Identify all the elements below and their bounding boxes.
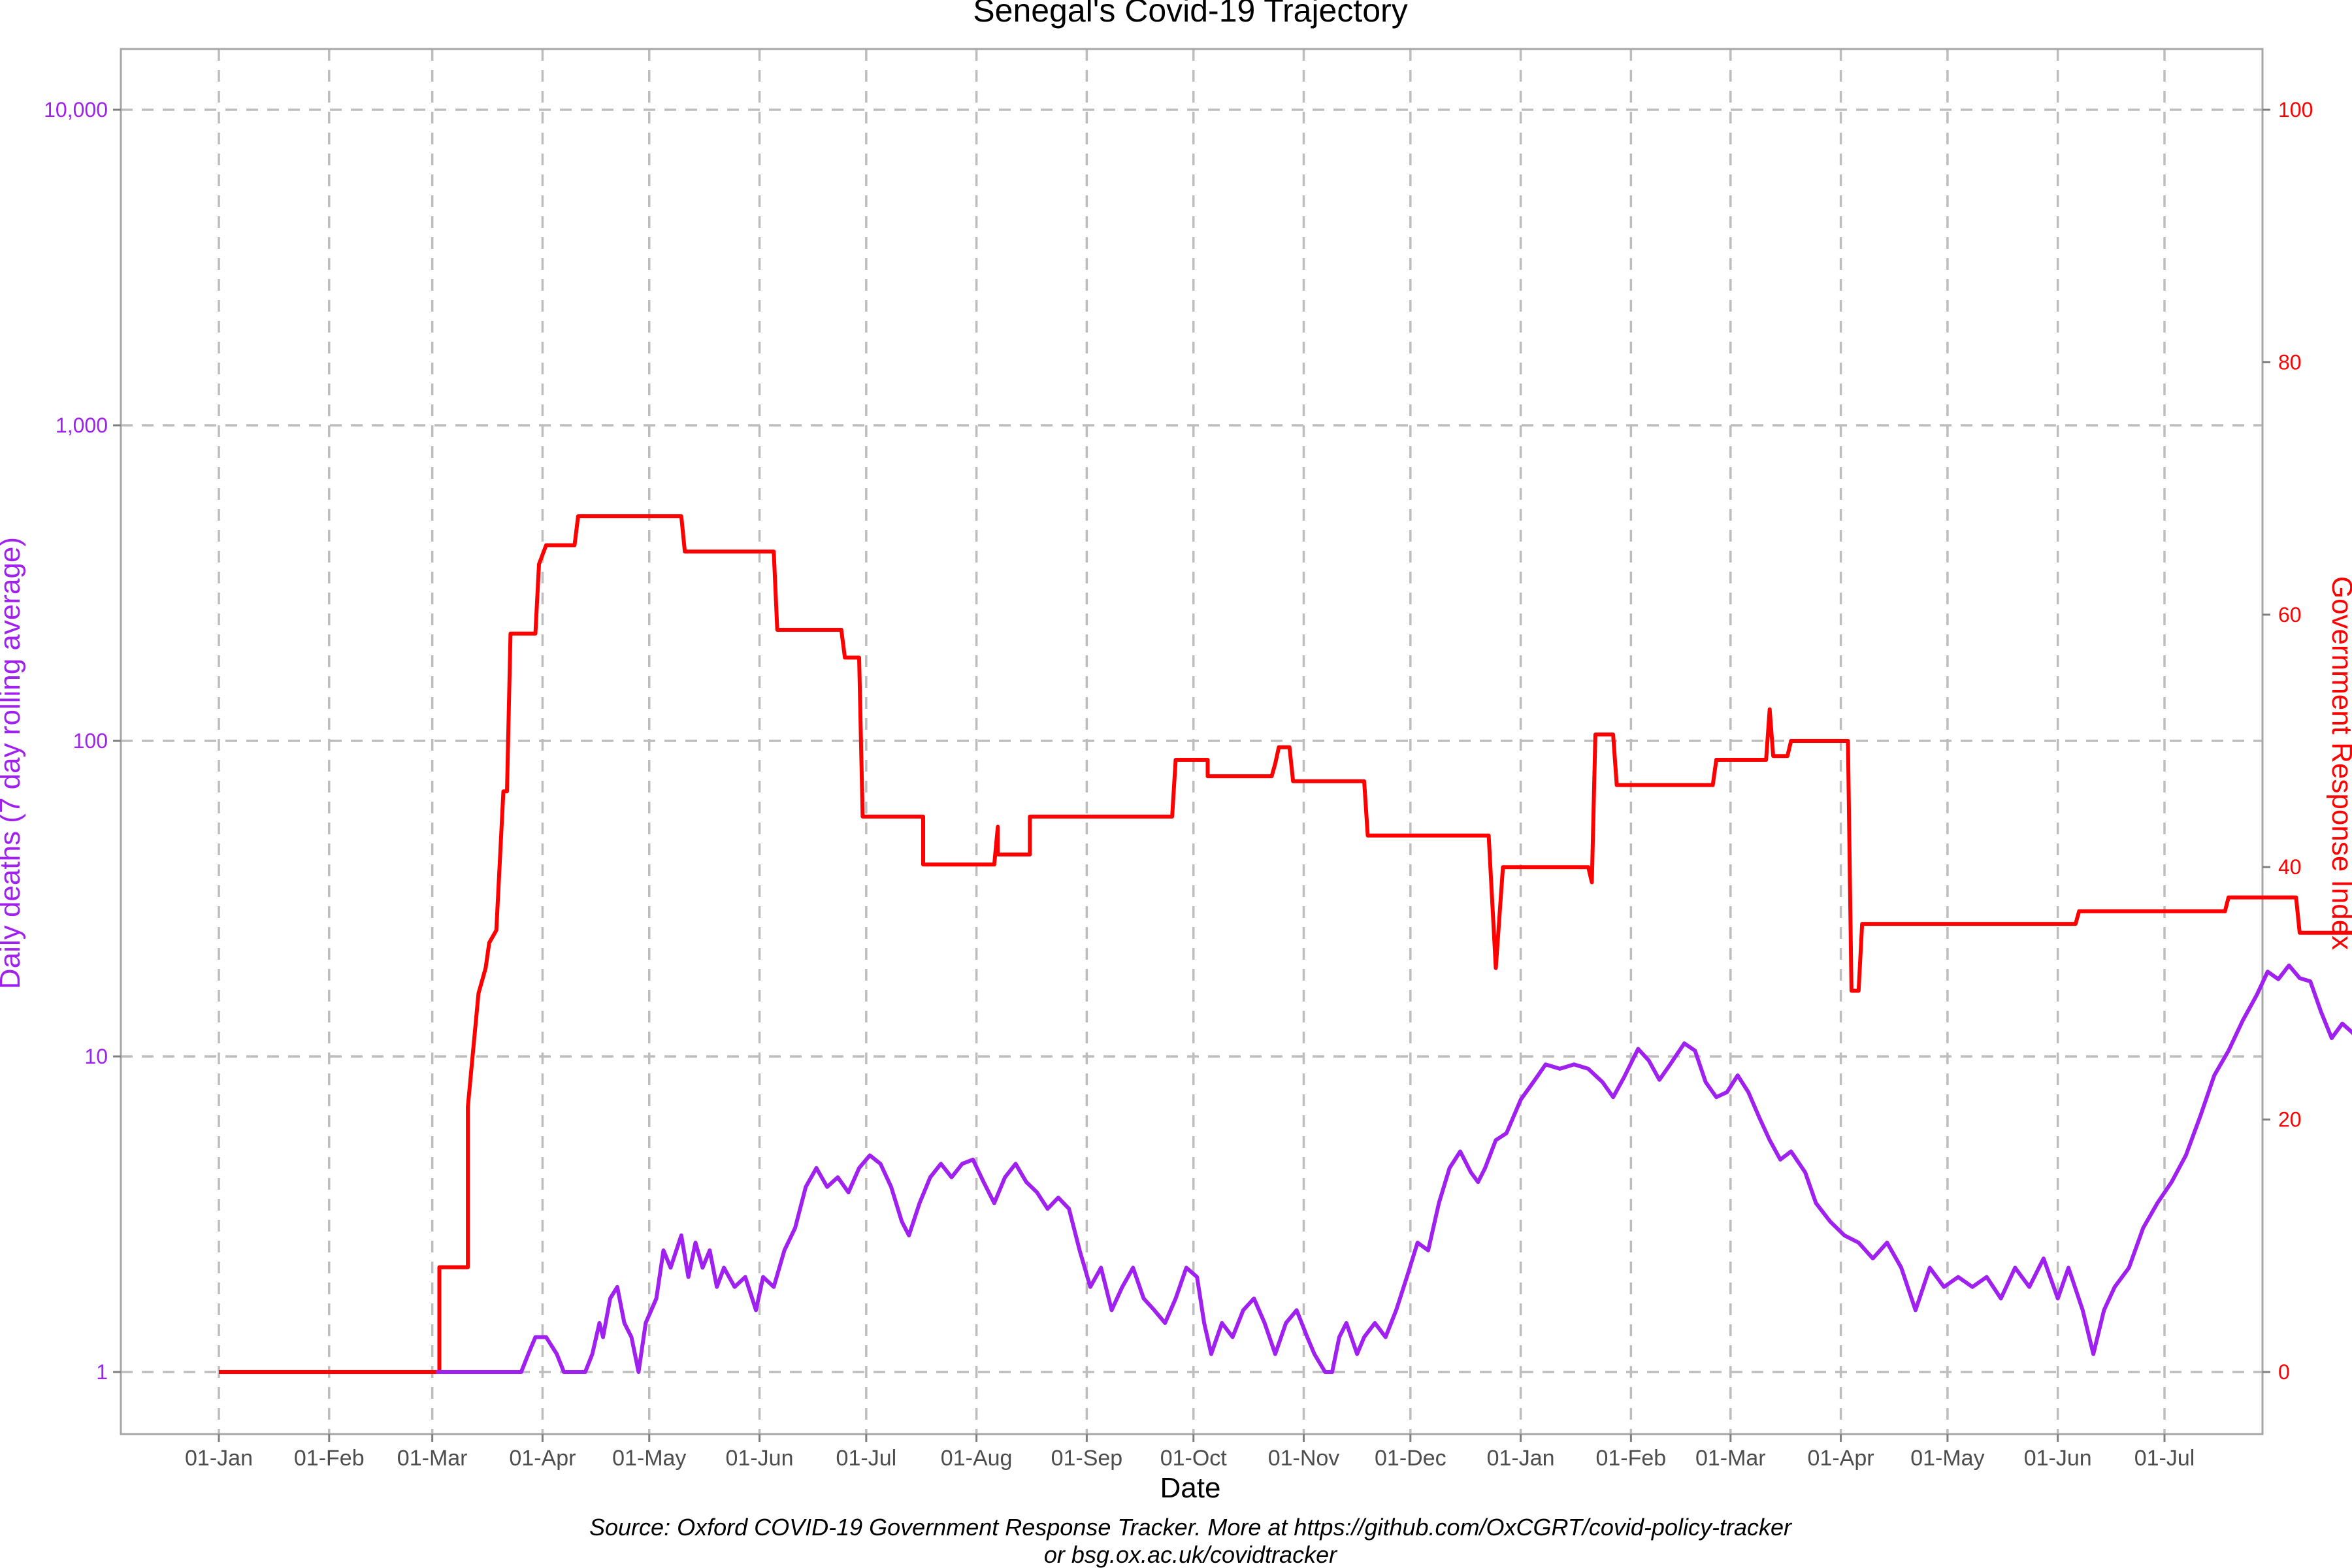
x-axis-tick-label: 01-Jul bbox=[836, 1446, 897, 1471]
y-axis-right-title: Government Response Index bbox=[2326, 576, 2352, 950]
x-axis-tick-label: 01-Apr bbox=[509, 1446, 576, 1471]
left-axis-tick-label: 10 bbox=[84, 1045, 108, 1068]
x-axis-tick-label: 01-Mar bbox=[1695, 1446, 1766, 1471]
x-axis-tick-label: 01-Jan bbox=[1487, 1446, 1555, 1471]
x-axis-tick-label: 01-May bbox=[1910, 1446, 1984, 1471]
x-axis-tick-label: 01-Feb bbox=[1595, 1446, 1666, 1471]
left-axis-tick-label: 100 bbox=[73, 729, 108, 753]
x-axis-tick-label: 01-Jan bbox=[185, 1446, 253, 1471]
right-axis-tick-label: 80 bbox=[2278, 350, 2302, 374]
x-axis-tick-label: 01-Apr bbox=[1808, 1446, 1874, 1471]
x-axis: 01-Jan 01-Feb 01-Mar 01-Apr 01-May 01-Jun 01-J… bbox=[185, 1434, 2195, 1471]
x-axis-tick-label: 01-Sep bbox=[1051, 1446, 1123, 1471]
left-axis-tick-label: 1 bbox=[96, 1360, 108, 1384]
y-axis-left-title: Daily deaths (7 day rolling average) bbox=[0, 537, 26, 989]
right-axis-tick-label: 60 bbox=[2278, 603, 2302, 627]
caption-line-1: Source: Oxford COVID-19 Government Respo… bbox=[589, 1514, 1793, 1541]
x-axis-tick-label: 01-Nov bbox=[1268, 1446, 1340, 1471]
x-axis-tick-label: 01-Jun bbox=[726, 1446, 794, 1471]
left-axis-tick-label: 10,000 bbox=[44, 98, 108, 122]
x-axis-tick-label: 01-Mar bbox=[397, 1446, 468, 1471]
x-axis-tick-label: 01-Feb bbox=[294, 1446, 365, 1471]
x-axis-tick-label: 01-Oct bbox=[1160, 1446, 1228, 1471]
caption-line-2: or bsg.ox.ac.uk/covidtracker bbox=[1044, 1541, 1338, 1568]
x-axis-tick-label: 01-Jul bbox=[2134, 1446, 2195, 1471]
right-axis-tick-label: 0 bbox=[2278, 1360, 2290, 1384]
left-axis-tick-label: 1,000 bbox=[56, 414, 108, 437]
right-axis-tick-label: 40 bbox=[2278, 855, 2302, 879]
right-axis-tick-label: 20 bbox=[2278, 1108, 2302, 1132]
x-axis-title: Date bbox=[1160, 1472, 1221, 1504]
left-y-axis: 1 10 100 1,000 10,000 bbox=[44, 98, 121, 1384]
x-axis-tick-label: 01-Jun bbox=[2024, 1446, 2092, 1471]
x-axis-tick-label: 01-Dec bbox=[1375, 1446, 1446, 1471]
response-index-line bbox=[219, 514, 2352, 1374]
x-axis-tick-label: 01-Aug bbox=[941, 1446, 1013, 1471]
x-axis-tick-label: 01-May bbox=[612, 1446, 686, 1471]
right-y-axis: 0 20 40 60 80 100 bbox=[2262, 98, 2313, 1384]
chart-title: Senegal's Covid-19 Trajectory bbox=[973, 0, 1407, 29]
right-axis-tick-label: 100 bbox=[2278, 98, 2313, 122]
daily-deaths-line bbox=[436, 963, 2352, 1374]
grid-lines bbox=[121, 49, 2262, 1434]
